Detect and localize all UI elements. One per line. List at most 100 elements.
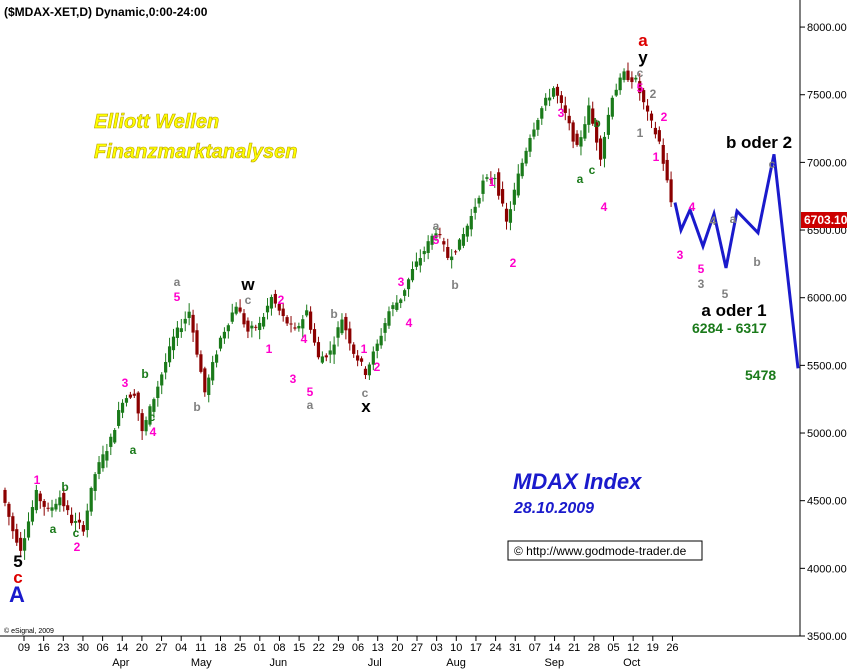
candle-body [371,351,375,365]
y-tick-label: 7000.00 [807,157,847,169]
wave-label: b [141,367,148,381]
candle-body [453,251,458,253]
y-tick-label: 6000.00 [807,293,847,305]
wave-label: 5 [637,81,644,95]
projection-line [673,153,800,369]
candle-body [622,71,626,80]
projection-series [673,153,800,369]
wave-label: 1 [637,126,644,140]
wave-label: 3 [677,248,684,262]
wave-label: 4 [601,200,608,214]
candle-body [638,81,642,94]
candle-body [410,269,415,281]
level-target-label: 5478 [745,367,776,383]
candle-body [587,105,591,125]
wave-label: 5 [698,262,705,276]
y-tick-label: 4500.00 [807,496,847,508]
candle-body [89,487,93,512]
candle-body [540,108,544,119]
candle-body [211,362,215,381]
candle-body [297,326,301,329]
candle-body [148,406,152,425]
x-tick-label: 03 [431,642,443,654]
candle-body [113,430,117,443]
candle-body [563,105,567,113]
candle-body [375,343,379,351]
candle-body [501,189,505,204]
candle-body [516,173,520,196]
candle-body [26,521,31,538]
candle-body [465,225,469,237]
candle-body [30,507,35,522]
candle-body [508,209,513,223]
candle-body [379,335,383,346]
x-month-label: Apr [112,657,129,669]
candle-body [457,239,462,250]
candle-body [367,364,371,376]
candle-body [15,529,19,543]
wave-label: a [433,219,440,233]
candle-body [34,489,38,511]
candle-body [293,327,297,329]
wave-label: b oder 2 [726,133,792,152]
candle-body [46,507,50,509]
wave-label: c [73,526,80,540]
candle-body [144,420,148,432]
candle-body [261,316,266,327]
wave-label: 1 [489,175,496,189]
y-tick-label: 5500.00 [807,360,847,372]
candle-body [446,247,450,258]
candle-body [602,136,607,159]
candle-body [238,307,242,312]
candle-body [661,145,665,164]
x-tick-label: 16 [38,642,50,654]
candle-body [269,297,274,309]
wave-label: c [589,163,596,177]
index-title: MDAX Index [513,469,642,494]
x-tick-label: 04 [175,642,187,654]
x-month-label: Jul [368,657,382,669]
candle-body [387,311,391,326]
wave-label: 5 [307,385,314,399]
wave-label: c [149,410,156,424]
candle-body [97,462,101,474]
candle-body [58,497,62,506]
candle-body [399,299,403,304]
candle-body [160,374,164,386]
candle-body [42,500,46,507]
wave-label: b [61,480,68,494]
candle-body [226,325,230,332]
x-tick-label: 20 [391,642,403,654]
candle-body [156,386,160,398]
branding-line1: Elliott Wellen [94,111,219,133]
candle-body [363,368,368,376]
candle-body [524,150,528,164]
candle-body [520,162,524,177]
y-tick-label: 8000.00 [807,22,847,34]
candle-body [610,97,614,117]
x-month-label: Sep [545,657,565,669]
candle-body [551,88,556,97]
x-tick-label: 13 [372,642,384,654]
candle-body [575,133,579,145]
candle-body [344,316,348,331]
candle-body [50,507,54,511]
candle-body [422,251,426,255]
x-tick-label: 10 [450,642,462,654]
candle-body [171,336,176,351]
candle-body [406,279,411,290]
x-tick-label: 27 [155,642,167,654]
wave-label: w [240,275,255,294]
y-tick-label: 7500.00 [807,90,847,102]
candle-body [62,492,66,507]
x-month-label: May [191,657,212,669]
url-text: © http://www.godmode-trader.de [514,544,687,558]
candle-body [218,337,223,349]
y-tick-label: 4000.00 [807,563,847,575]
candle-body [242,313,246,325]
candle-body [230,312,234,322]
candle-body [555,86,560,96]
x-tick-label: 06 [96,642,108,654]
candle-body [54,503,58,510]
